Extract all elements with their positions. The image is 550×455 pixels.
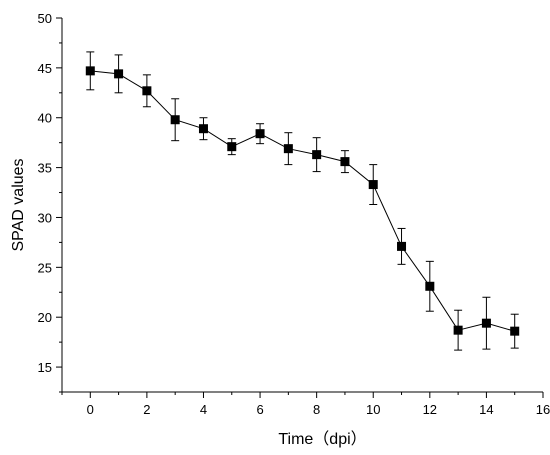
square-marker	[114, 69, 124, 79]
square-marker	[170, 115, 180, 125]
axes	[61, 18, 543, 393]
data-point	[227, 138, 237, 156]
series-line	[90, 70, 515, 332]
data-point	[425, 260, 435, 312]
data-point	[198, 117, 208, 141]
square-marker	[85, 66, 95, 76]
square-marker	[481, 318, 491, 328]
ticks	[56, 17, 544, 398]
x-tick-label: 16	[536, 402, 550, 417]
y-tick-label: 20	[38, 310, 52, 325]
square-marker	[368, 180, 378, 190]
data-point	[453, 309, 463, 351]
data-point	[340, 150, 350, 174]
square-marker	[227, 142, 237, 152]
square-marker	[510, 326, 520, 336]
y-tick-label: 40	[38, 111, 52, 126]
x-tick-label: 10	[366, 402, 380, 417]
square-marker	[255, 129, 265, 139]
data-point	[255, 123, 265, 145]
y-tick-label: 50	[38, 11, 52, 26]
y-tick-label: 35	[38, 161, 52, 176]
x-tick-label: 14	[479, 402, 493, 417]
x-tick-label: 6	[256, 402, 263, 417]
y-tick-label: 45	[38, 61, 52, 76]
data-point	[142, 74, 152, 108]
square-marker	[340, 157, 350, 167]
y-axis-title: SPAD values	[10, 158, 27, 251]
tick-labels: 0 2 4 6 8 10 12 14 16 15 20 25 30 35 40 45 50	[38, 11, 550, 417]
data-point	[481, 296, 491, 350]
data-point	[170, 98, 180, 142]
x-tick-label: 12	[423, 402, 437, 417]
series	[85, 51, 520, 351]
data-point	[397, 227, 407, 265]
y-tick-label: 15	[38, 360, 52, 375]
x-axis-title: Time（dpi）	[278, 430, 366, 448]
square-marker	[283, 144, 293, 154]
data-point	[510, 313, 520, 349]
data-point	[283, 132, 293, 166]
y-tick-label: 30	[38, 210, 52, 225]
x-tick-label: 0	[87, 402, 94, 417]
x-tick-label: 4	[200, 402, 207, 417]
square-marker	[312, 150, 322, 160]
square-marker	[142, 86, 152, 96]
data-point	[114, 54, 124, 94]
square-marker	[453, 325, 463, 335]
data-point	[368, 164, 378, 206]
square-marker	[198, 124, 208, 134]
square-marker	[397, 241, 407, 251]
data-point	[85, 51, 95, 91]
x-tick-label: 2	[143, 402, 150, 417]
x-tick-label: 8	[313, 402, 320, 417]
data-point	[312, 137, 322, 173]
y-tick-label: 25	[38, 260, 52, 275]
square-marker	[425, 281, 435, 291]
